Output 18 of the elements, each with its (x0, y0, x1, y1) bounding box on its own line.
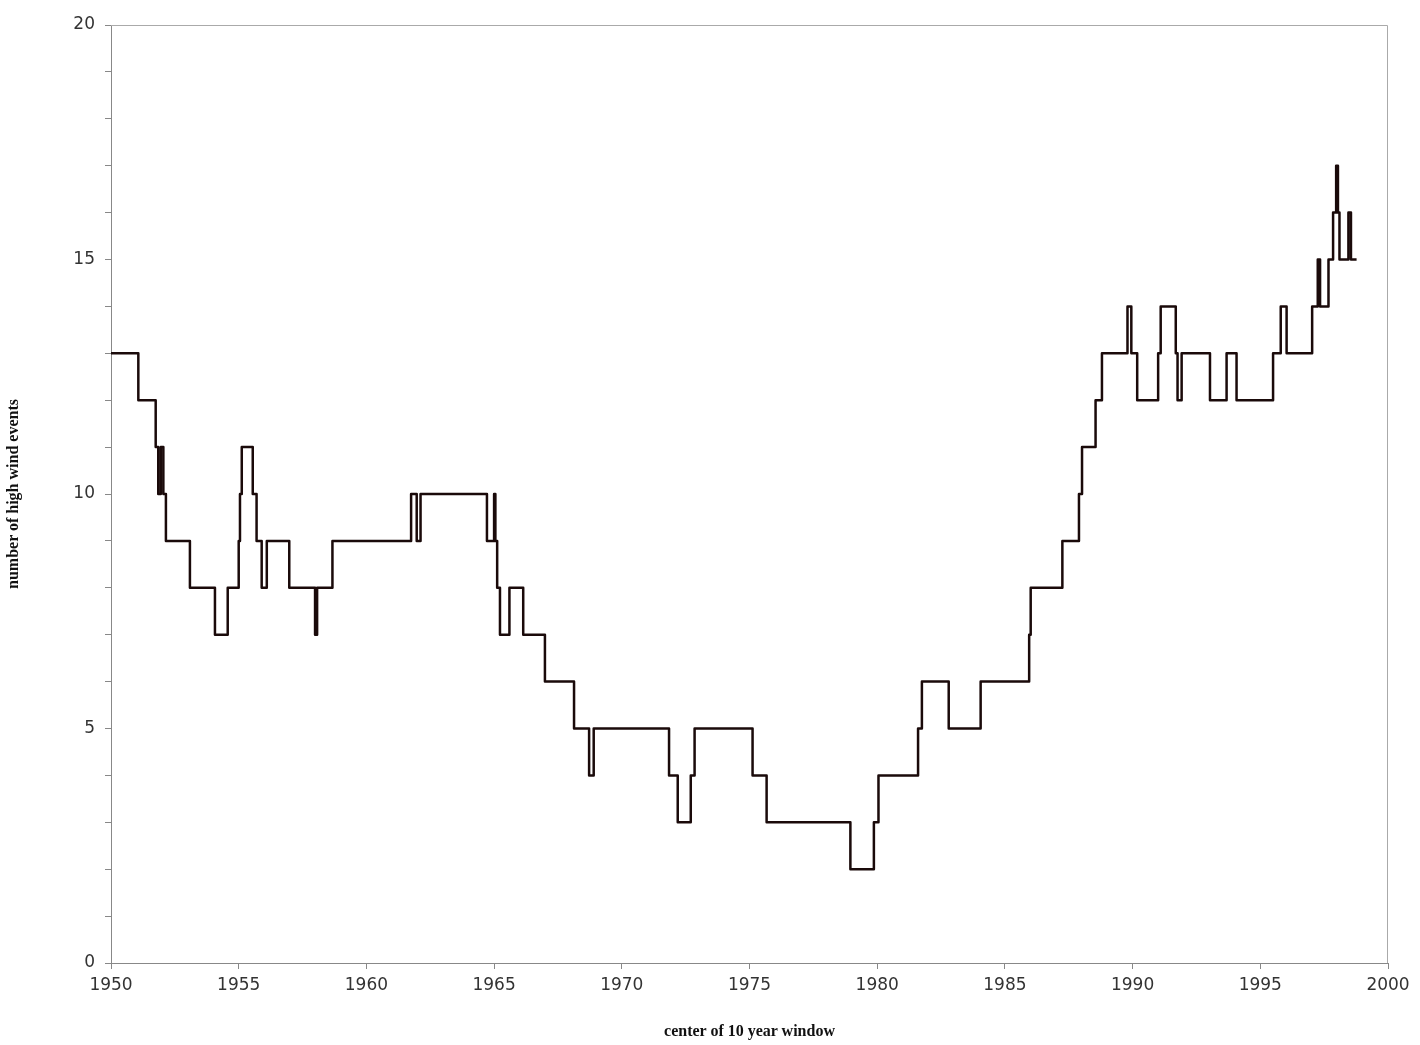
y-axis-title: number of high wind events (3, 399, 22, 589)
x-tick-label: 1990 (1110, 973, 1155, 994)
y-tick-label: 5 (84, 716, 95, 737)
x-axis-title: center of 10 year window (664, 1021, 836, 1040)
x-tick-label: 1995 (1238, 973, 1282, 994)
x-tick-label: 1970 (600, 973, 644, 994)
x-tick-label: 1985 (983, 973, 1027, 994)
x-tick-label: 1950 (89, 973, 133, 994)
y-tick-label: 15 (73, 247, 95, 268)
x-tick-label: 1965 (472, 973, 516, 994)
x-tick-label: 1960 (344, 973, 389, 994)
y-tick-label: 10 (73, 482, 95, 503)
x-tick-label: 1955 (217, 973, 261, 994)
x-tick-label: 2000 (1366, 973, 1410, 994)
y-tick-label: 20 (73, 13, 95, 34)
x-tick-label: 1975 (727, 973, 772, 994)
y-tick-label: 0 (84, 951, 95, 972)
x-tick-label: 1980 (855, 973, 899, 994)
